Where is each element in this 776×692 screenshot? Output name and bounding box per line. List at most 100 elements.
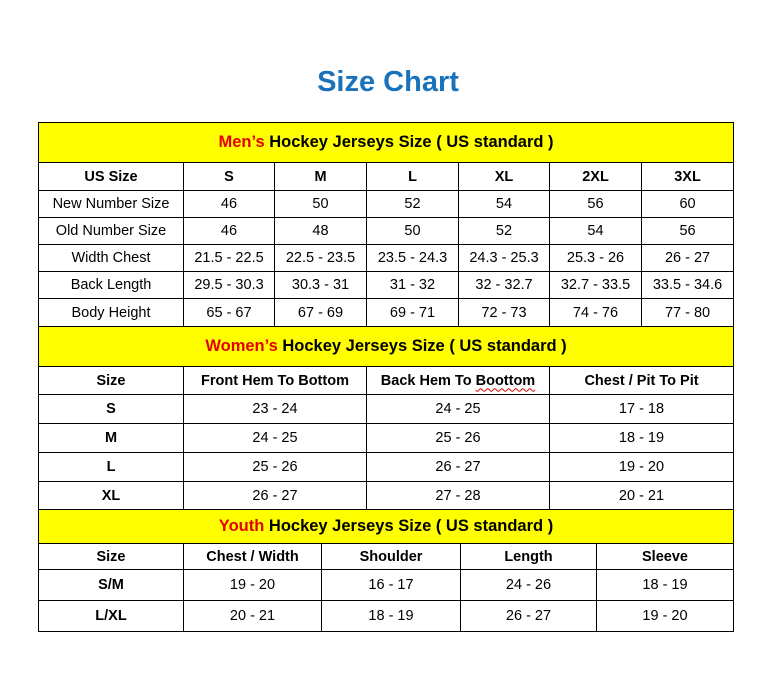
- column-header: Size: [38, 543, 184, 570]
- section-header-text: Hockey Jerseys Size ( US standard ): [277, 337, 567, 355]
- table-cell: 52: [366, 190, 459, 218]
- misspelled-word: Boottom: [475, 372, 536, 389]
- table-cell: 56: [549, 190, 642, 218]
- table-cell: 26 - 27: [640, 244, 735, 272]
- table-cell: 21.5 - 22.5: [183, 244, 275, 272]
- column-header: Sleeve: [595, 543, 735, 570]
- table-cell: 50: [274, 190, 367, 218]
- table-cell: 26 - 27: [183, 481, 367, 510]
- column-header: Shoulder: [321, 543, 461, 570]
- column-header-label: Size: [96, 372, 126, 389]
- table-row: Body Height 65 - 67 67 - 69 69 - 71 72 - 73 7…: [38, 298, 735, 327]
- table-row: M 24 - 25 25 - 26 18 - 19: [38, 423, 735, 453]
- table-cell: 32 - 32.7: [458, 271, 550, 299]
- row-label: L: [38, 452, 184, 482]
- column-header: M: [274, 162, 367, 191]
- row-label: Back Length: [38, 271, 184, 299]
- women-size-table: Women’s Hockey Jerseys Size ( US standar…: [37, 326, 735, 510]
- table-cell: 22.5 - 23.5: [274, 244, 367, 272]
- column-header-label: Size: [96, 548, 126, 565]
- column-header-label: Back Hem To Boottom: [380, 372, 536, 389]
- table-cell: 29.5 - 30.3: [183, 271, 275, 299]
- table-cell: 24 - 25: [366, 394, 550, 424]
- table-cell: 56: [640, 217, 735, 245]
- table-cell: 32.7 - 33.5: [549, 271, 642, 299]
- table-row: XL 26 - 27 27 - 28 20 - 21: [38, 481, 735, 510]
- men-size-table: Men’s Hockey Jerseys Size ( US standard …: [37, 122, 735, 327]
- table-cell: 19 - 20: [548, 452, 735, 482]
- section-header: Women’s Hockey Jerseys Size ( US standar…: [37, 326, 735, 367]
- row-label: M: [38, 423, 184, 453]
- table-cell: 33.5 - 34.6: [640, 271, 735, 299]
- table-cell: 18 - 19: [548, 423, 735, 453]
- column-header-label: M: [314, 168, 327, 185]
- column-header-row: US Size S M L XL 2XL 3XL: [38, 162, 735, 191]
- table-row: Width Chest 21.5 - 22.5 22.5 - 23.5 23.5 - …: [38, 244, 735, 272]
- column-header-label: S: [224, 168, 234, 185]
- column-header: 2XL: [549, 162, 642, 191]
- table-cell: 25 - 26: [183, 452, 367, 482]
- column-header-label: XL: [494, 168, 514, 185]
- row-label: Body Height: [38, 298, 184, 327]
- section-header-text: Hockey Jerseys Size ( US standard ): [264, 133, 554, 151]
- table-cell: 23.5 - 24.3: [366, 244, 459, 272]
- column-header-label: US Size: [84, 168, 138, 185]
- column-header-label: Shoulder: [359, 548, 423, 565]
- row-label: S: [38, 394, 184, 424]
- table-cell: 26 - 27: [460, 600, 597, 632]
- table-cell: 30.3 - 31: [274, 271, 367, 299]
- section-header-highlight: Women’s: [205, 337, 278, 355]
- section-header: Men’s Hockey Jerseys Size ( US standard …: [37, 122, 735, 163]
- table-cell: 16 - 17: [321, 569, 461, 601]
- column-header: Size: [38, 366, 184, 395]
- table-row: Back Length 29.5 - 30.3 30.3 - 31 31 - 32 32…: [38, 271, 735, 299]
- column-header: Front Hem To Bottom: [183, 366, 367, 395]
- table-cell: 27 - 28: [366, 481, 550, 510]
- table-cell: 46: [183, 190, 275, 218]
- table-cell: 31 - 32: [366, 271, 459, 299]
- section-header-row: Men’s Hockey Jerseys Size ( US standard …: [37, 122, 735, 163]
- table-cell: 25.3 - 26: [549, 244, 642, 272]
- section-header-highlight: Men’s: [218, 133, 265, 151]
- youth-size-table: Youth Hockey Jerseys Size ( US standard …: [37, 509, 735, 632]
- row-label: Old Number Size: [38, 217, 184, 245]
- row-label: L/XL: [38, 600, 184, 632]
- table-row: New Number Size 46 50 52 54 56 60: [38, 190, 735, 218]
- column-header: 3XL: [640, 162, 735, 191]
- table-cell: 48: [274, 217, 367, 245]
- column-header-label: Sleeve: [642, 548, 688, 565]
- table-cell: 72 - 73: [458, 298, 550, 327]
- table-cell: 20 - 21: [548, 481, 735, 510]
- section-header-row: Women’s Hockey Jerseys Size ( US standar…: [37, 326, 735, 367]
- table-cell: 77 - 80: [640, 298, 735, 327]
- column-header: S: [183, 162, 275, 191]
- table-cell: 60: [640, 190, 735, 218]
- table-row: L/XL 20 - 21 18 - 19 26 - 27 19 - 20: [38, 600, 735, 632]
- column-header-label: Front Hem To Bottom: [201, 372, 349, 389]
- section-header-highlight: Youth: [218, 517, 265, 535]
- table-cell: 24 - 25: [183, 423, 367, 453]
- column-header: Length: [460, 543, 597, 570]
- table-row: S 23 - 24 24 - 25 17 - 18: [38, 394, 735, 424]
- row-label: XL: [38, 481, 184, 510]
- table-cell: 17 - 18: [548, 394, 735, 424]
- table-cell: 23 - 24: [183, 394, 367, 424]
- column-header: Back Hem To Boottom: [366, 366, 550, 395]
- table-cell: 24.3 - 25.3: [458, 244, 550, 272]
- table-cell: 69 - 71: [366, 298, 459, 327]
- table-cell: 24 - 26: [460, 569, 597, 601]
- table-row: L 25 - 26 26 - 27 19 - 20: [38, 452, 735, 482]
- column-header-label: Chest / Pit To Pit: [584, 372, 699, 389]
- row-label: Width Chest: [38, 244, 184, 272]
- column-header: L: [366, 162, 459, 191]
- row-label: S/M: [38, 569, 184, 601]
- section-header-text: Hockey Jerseys Size ( US standard ): [264, 517, 554, 535]
- table-cell: 52: [458, 217, 550, 245]
- table-cell: 19 - 20: [595, 600, 735, 632]
- table-cell: 18 - 19: [595, 569, 735, 601]
- column-header-label: L: [408, 168, 417, 185]
- column-header-label: 3XL: [674, 168, 701, 185]
- section-header-row: Youth Hockey Jerseys Size ( US standard …: [37, 509, 735, 544]
- column-header: XL: [458, 162, 550, 191]
- section-header: Youth Hockey Jerseys Size ( US standard …: [37, 509, 735, 544]
